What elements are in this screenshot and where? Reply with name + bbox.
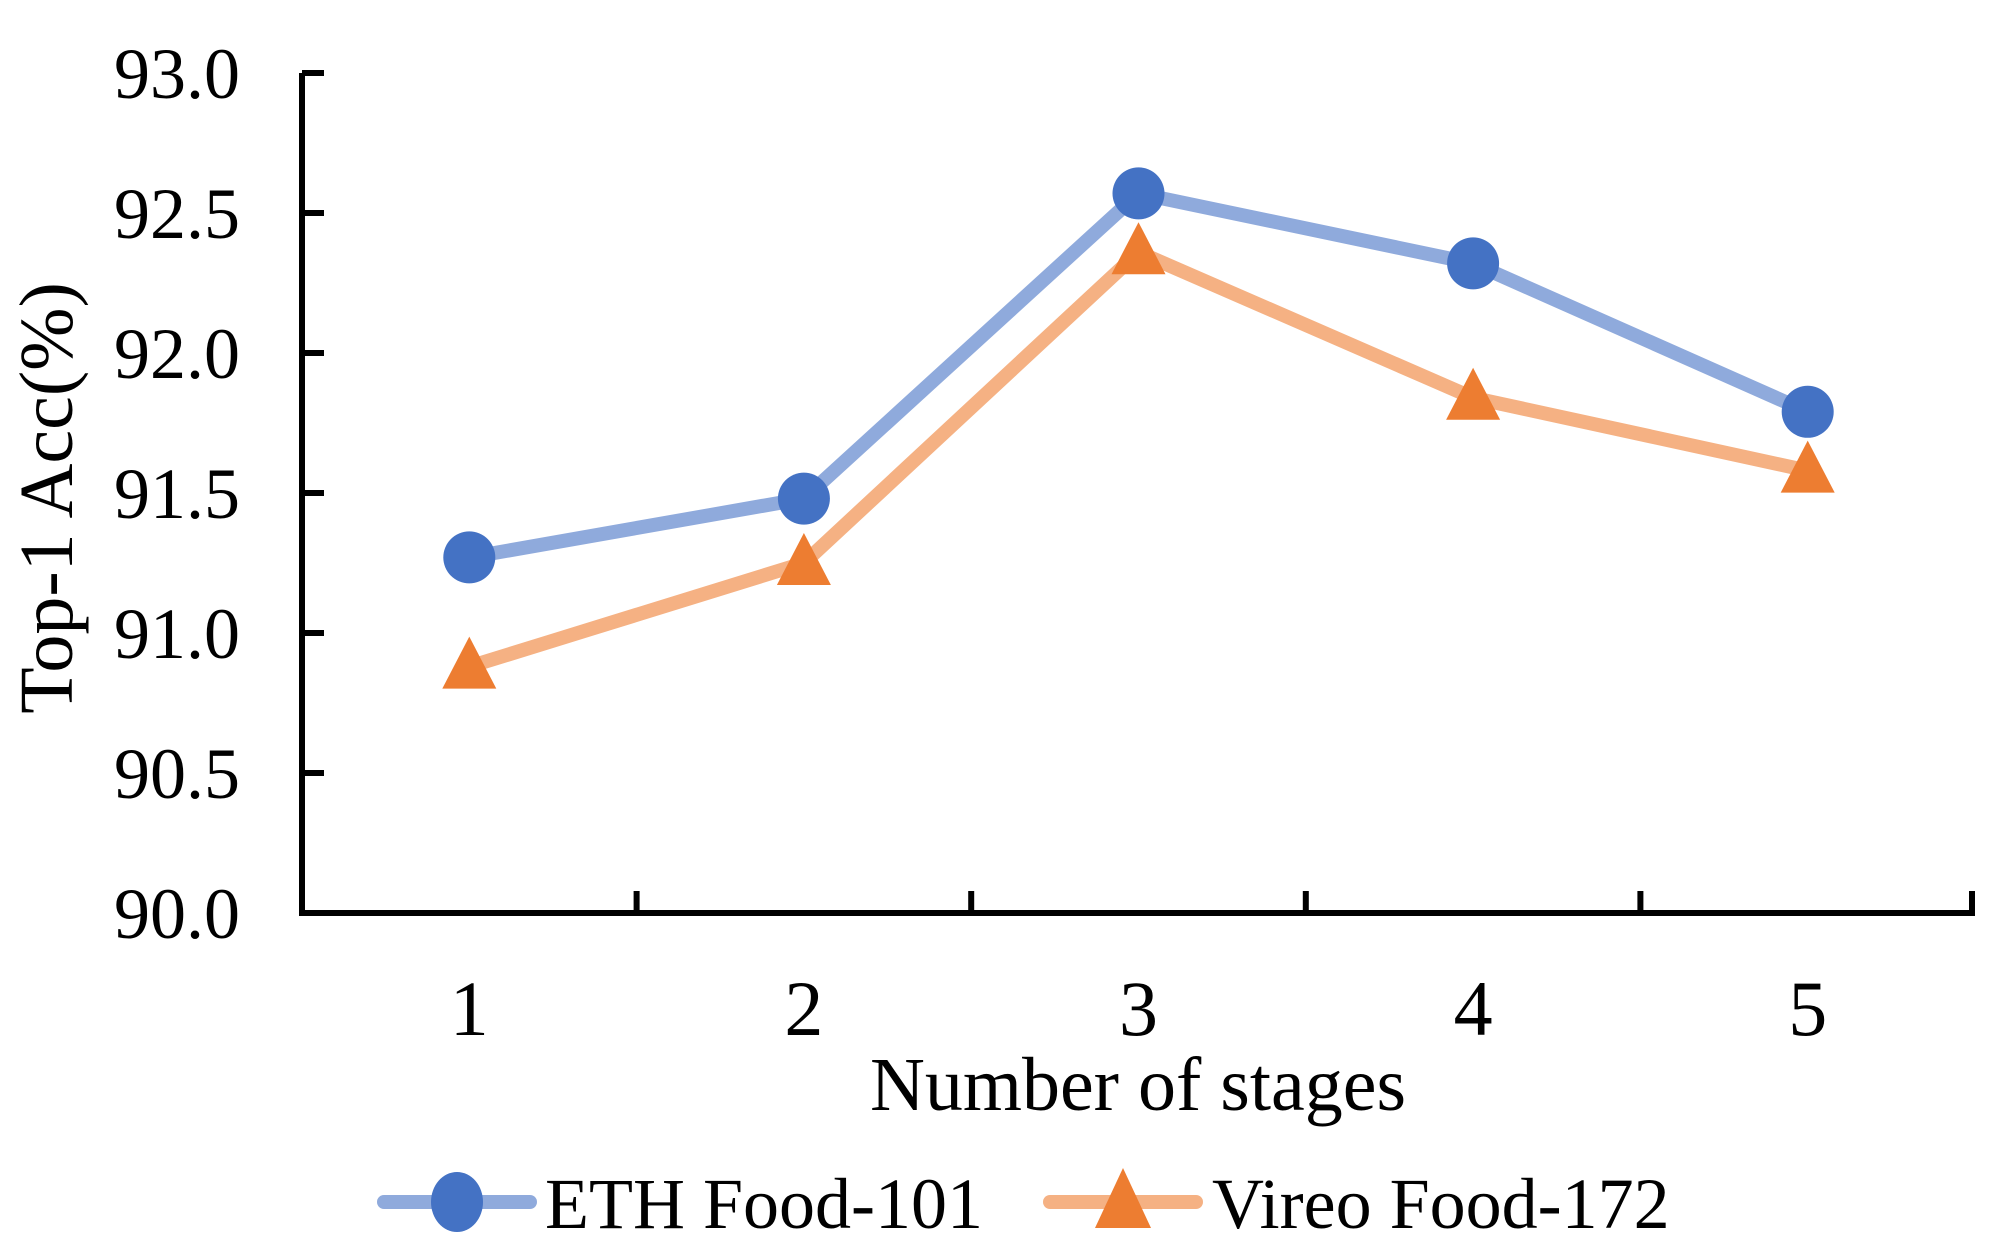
circle-series-legend-icon <box>377 1172 537 1232</box>
series-markers-vireo-food-172 <box>442 222 1835 689</box>
tick-marks <box>302 70 1975 913</box>
x-axis-title: Number of stages <box>870 1043 1406 1127</box>
data-point-triangle <box>1780 440 1835 493</box>
legend-item-eth-food-101: ETH Food-101 <box>377 1164 983 1241</box>
legend-label-vireo-food-172: Vireo Food-172 <box>1212 1164 1670 1241</box>
y-axis-title: Top-1 Acc(%) <box>5 282 89 714</box>
series-line-vireo-food-172 <box>467 245 1810 674</box>
legend-triangle-marker <box>1095 1168 1151 1228</box>
x-tick-label: 2 <box>784 965 823 1052</box>
data-point-circle <box>1112 167 1165 220</box>
y-tick-label: 90.5 <box>114 734 240 814</box>
data-point-triangle <box>776 533 831 585</box>
data-point-circle <box>1447 237 1500 290</box>
data-point-triangle <box>1446 367 1501 420</box>
y-tick-label: 92.5 <box>114 174 240 254</box>
x-tick-label: 4 <box>1454 965 1493 1052</box>
triangle-series-legend-icon <box>1043 1168 1203 1228</box>
data-point-triangle <box>442 636 497 689</box>
data-point-circle <box>443 531 496 584</box>
series-markers-eth-food-101 <box>443 167 1834 584</box>
legend-item-vireo-food-172: Vireo Food-172 <box>1043 1164 1670 1241</box>
x-tick-label: 5 <box>1788 965 1827 1052</box>
legend: ETH Food-101 Vireo Food-172 <box>377 1164 1670 1241</box>
y-tick-label: 90.0 <box>114 874 240 954</box>
series-polyline <box>467 245 1810 674</box>
x-tick-labels: 1 2 3 4 5 <box>450 965 1827 1052</box>
series-markers <box>442 167 1835 689</box>
legend-label-eth-food-101: ETH Food-101 <box>545 1164 983 1241</box>
y-tick-label: 91.0 <box>114 594 240 674</box>
y-tick-label: 91.5 <box>114 454 240 534</box>
data-point-triangle <box>1111 222 1166 275</box>
legend-circle-marker <box>431 1172 483 1232</box>
x-tick-label: 1 <box>450 965 489 1052</box>
y-tick-labels: 90.0 90.5 91.0 91.5 92.0 92.5 93.0 <box>114 34 240 954</box>
y-tick-label: 93.0 <box>114 34 240 114</box>
y-tick-label: 92.0 <box>114 314 240 394</box>
x-tick-label: 3 <box>1119 965 1158 1052</box>
data-point-circle <box>777 472 830 525</box>
data-point-circle <box>1781 385 1834 438</box>
